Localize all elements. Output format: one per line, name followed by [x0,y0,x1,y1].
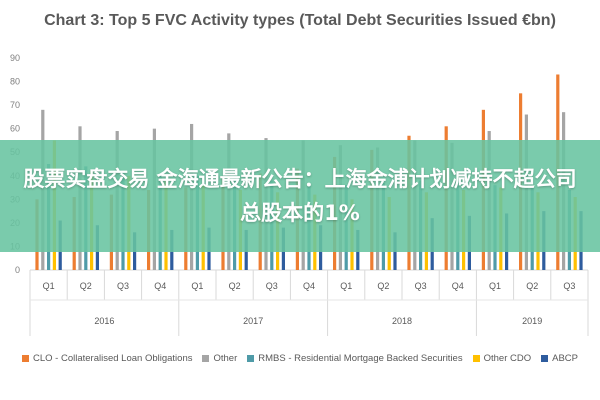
headline-overlay: 股票实盘交易 金海通最新公告：上海金浦计划减持不超公司总股本的1% [0,140,600,252]
x-tick-label: Q3 [266,281,278,291]
legend-item: Other CDO [472,353,532,364]
legend-item: RMBS - Residential Mortgage Backed Secur… [247,353,463,364]
chart-title: Chart 3: Top 5 FVC Activity types (Total… [44,12,556,29]
legend-swatch [472,355,480,362]
y-tick-label: 70 [10,100,20,110]
x-tick-label: Q1 [489,281,501,291]
legend-label: CLO - Collateralised Loan Obligations [33,353,193,364]
y-tick-label: 80 [10,77,20,87]
y-tick-label: 90 [10,53,20,63]
x-tick-label: Q4 [303,281,315,291]
x-tick-label: Q4 [154,281,166,291]
x-group-label: 2018 [392,316,412,326]
x-group-label: 2017 [243,316,263,326]
x-tick-label: Q4 [452,281,464,291]
legend-label: ABCP [552,353,578,364]
chart-legend: CLO - Collateralised Loan Obligations Oth… [8,353,592,364]
x-tick-label: Q2 [526,281,538,291]
headline-text: 股票实盘交易 金海通最新公告：上海金浦计划减持不超公司总股本的1% [23,167,577,225]
y-tick-label: 0 [15,265,20,275]
x-tick-label: Q1 [191,281,203,291]
legend-swatch [202,355,210,362]
legend-item: Other [202,353,237,364]
x-tick-label: Q2 [377,281,389,291]
legend-label: RMBS - Residential Mortgage Backed Secur… [258,353,463,364]
x-tick-label: Q2 [80,281,92,291]
x-tick-label: Q3 [415,281,427,291]
x-tick-label: Q3 [117,281,129,291]
x-group-label: 2016 [94,316,114,326]
legend-item: CLO - Collateralised Loan Obligations [22,353,192,364]
x-group-label: 2019 [522,316,542,326]
legend-swatch [247,355,255,362]
x-tick-label: Q2 [229,281,241,291]
legend-swatch [22,355,29,362]
legend-label: Other CDO [483,353,532,364]
x-tick-label: Q1 [340,281,352,291]
x-tick-label: Q3 [563,281,575,291]
y-tick-label: 60 [10,124,20,134]
legend-item: ABCP [541,353,578,364]
legend-label: Other [213,353,238,364]
x-tick-label: Q1 [43,281,55,291]
legend-swatch [541,355,549,362]
